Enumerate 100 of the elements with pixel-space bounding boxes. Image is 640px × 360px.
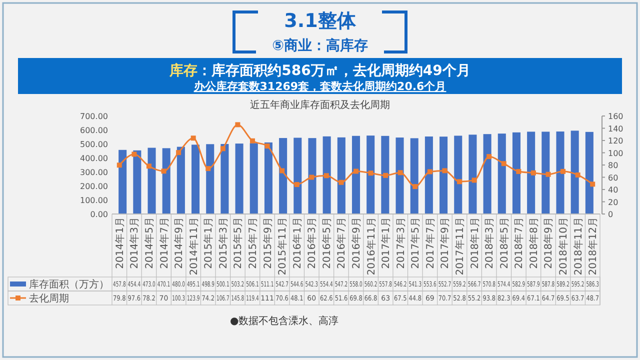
- bar: [148, 148, 156, 214]
- point: [161, 168, 166, 174]
- point: [280, 168, 285, 174]
- point: [146, 164, 152, 169]
- point: [546, 172, 551, 177]
- point: [530, 170, 536, 176]
- x-tick-label: 2017年5月: [410, 217, 422, 269]
- point: [486, 154, 492, 160]
- point: [575, 172, 580, 178]
- x-tick-label: 2018年12月: [587, 217, 600, 276]
- point: [176, 150, 182, 156]
- x-tick-label: 2017年1月: [380, 217, 392, 269]
- x-tick-label: 2018年7月: [513, 217, 526, 269]
- bar: [308, 138, 316, 214]
- point: [383, 172, 388, 178]
- bar: [396, 138, 404, 214]
- text: ●数据不包含溧水、高淳: [230, 315, 339, 327]
- x-tick-label: 2015年9月: [262, 217, 274, 269]
- point: [116, 162, 122, 168]
- x-tick-label: 2016年9月: [350, 217, 362, 269]
- x-tick-label: 2015年5月: [232, 217, 244, 269]
- point: [457, 179, 462, 184]
- bar: [483, 134, 492, 214]
- x-tick-label: 2018年3月: [484, 217, 496, 269]
- bar: [176, 146, 185, 214]
- point: [338, 180, 344, 185]
- x-tick-label: 2016年5月: [320, 217, 333, 269]
- bar: [279, 138, 288, 214]
- bar: [162, 148, 170, 214]
- y2-tick-label: 40: [608, 186, 618, 194]
- point: [590, 182, 596, 187]
- bar: [250, 143, 258, 214]
- chart-title: 近五年商业库存面积及去化周期: [250, 99, 390, 111]
- x-tick-label: 2018年11月: [572, 217, 584, 276]
- bar: [556, 132, 564, 214]
- x-tick-label: 2014年7月: [158, 217, 170, 269]
- point: [206, 166, 211, 172]
- bar: [192, 144, 200, 214]
- point: [472, 178, 477, 183]
- bar: [454, 136, 462, 214]
- bar: [498, 134, 506, 214]
- bar: [322, 136, 331, 214]
- point: [501, 161, 506, 166]
- x-tick-label: 2016年3月: [306, 217, 318, 269]
- y2-tick-label: 120: [608, 136, 624, 146]
- legend-label: 库存面积（万方）: [29, 278, 109, 290]
- x-tick-label: 2018年9月: [542, 217, 555, 269]
- x-tick-label: 2014年5月: [143, 217, 156, 269]
- text: 办公库存套数31269套，套数去化周期约20.6个月: [192, 80, 446, 93]
- point: [294, 182, 300, 188]
- x-tick-label: 2016年11月: [365, 217, 378, 276]
- point: [354, 168, 358, 174]
- point: [398, 170, 403, 176]
- x-tick-label: 2017年9月: [439, 217, 452, 269]
- point: [220, 146, 226, 152]
- point: [250, 138, 255, 144]
- x-tick-label: 2018年8月: [528, 217, 540, 269]
- bar: [294, 138, 302, 214]
- y2-tick-label: 80: [608, 161, 618, 170]
- point: [190, 136, 196, 141]
- x-tick-label: 2016年7月: [336, 217, 348, 269]
- y-tick-label: 700.00: [80, 112, 108, 121]
- point: [442, 168, 448, 174]
- y-tick-label: 0.00: [90, 210, 108, 219]
- bar: [264, 142, 272, 214]
- point: [560, 168, 566, 174]
- x-tick-label: 2015年1月: [202, 217, 215, 269]
- bar: [235, 144, 244, 214]
- point: [427, 169, 432, 174]
- y2-tick-label: 60: [608, 173, 618, 182]
- bar: [570, 130, 579, 214]
- y-tick-label: 200.00: [80, 182, 108, 191]
- x-tick-label: 2017年3月: [394, 217, 407, 269]
- bar: [206, 144, 214, 214]
- text: ：库存面积约586万㎡，去化周期约49个月: [198, 62, 470, 79]
- text: 库存: [168, 62, 198, 79]
- bar: [381, 136, 390, 214]
- bar: [352, 136, 360, 214]
- y2-tick-label: 140: [608, 124, 624, 134]
- bar: [337, 137, 346, 214]
- bar: [542, 132, 550, 214]
- y-tick-label: 600.00: [80, 126, 108, 135]
- x-tick-label: 2018年5月: [498, 217, 510, 269]
- y2-tick-label: 20: [608, 198, 618, 207]
- x-tick-label: 2016年1月: [291, 217, 304, 269]
- x-tick-label: 2017年11月: [454, 217, 466, 276]
- x-tick-label: 2015年3月: [217, 217, 230, 269]
- legend-label: 去化周期: [29, 292, 69, 304]
- bar: [118, 150, 127, 214]
- x-tick-label: 2014年11月: [188, 217, 200, 276]
- y-tick-label: 300.00: [80, 168, 108, 177]
- point: [516, 168, 522, 174]
- x-tick-label: 2014年1月: [114, 217, 126, 269]
- point: [309, 174, 314, 180]
- bar: [440, 136, 448, 214]
- x-tick-label: 2015年11月: [276, 217, 289, 276]
- x-tick-label: 2017年7月: [424, 217, 436, 269]
- y2-tick-label: 0: [608, 210, 614, 219]
- y2-tick-label: 160: [608, 112, 624, 121]
- bar: [512, 132, 520, 214]
